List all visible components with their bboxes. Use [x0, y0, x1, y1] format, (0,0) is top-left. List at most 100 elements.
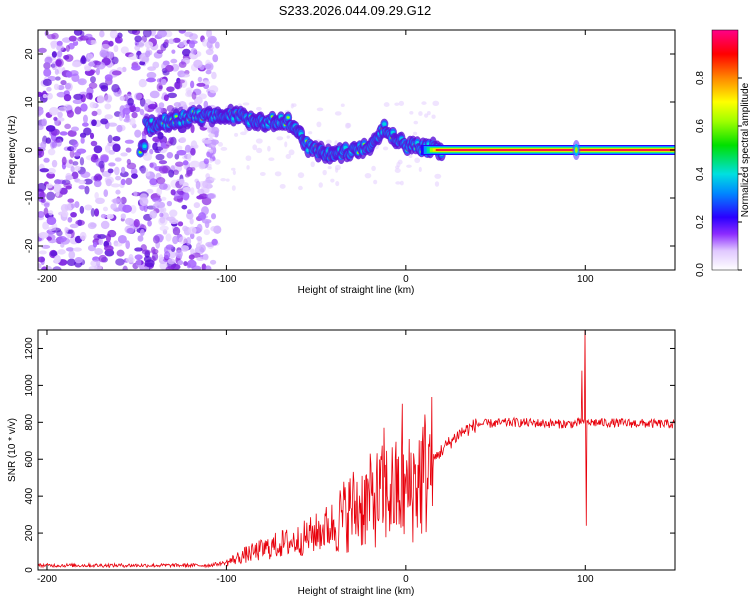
noise-blob — [186, 259, 197, 268]
noise-blob — [89, 132, 95, 140]
noise-blob — [164, 251, 171, 259]
noise-blob — [100, 213, 107, 219]
noise-blob — [78, 179, 87, 185]
noise-blob — [133, 218, 140, 228]
noise-blob — [382, 146, 389, 151]
noise-blob — [114, 36, 123, 44]
noise-blob — [426, 110, 431, 116]
noise-blob — [190, 124, 195, 134]
noise-blob — [65, 175, 74, 181]
snr-series-line — [38, 330, 675, 569]
noise-blob — [114, 166, 120, 176]
noise-blob — [64, 226, 69, 233]
noise-blob — [52, 266, 62, 270]
noise-blob — [98, 160, 105, 169]
noise-blob — [140, 165, 146, 174]
noise-blob — [46, 92, 53, 100]
noise-blob — [100, 85, 109, 92]
noise-blob — [137, 235, 144, 242]
noise-blob — [54, 254, 61, 264]
snr-y-ticks: 0 200 400 600 800 1000 1200 — [24, 337, 675, 573]
noise-blob — [120, 196, 127, 205]
noise-blob — [285, 153, 292, 160]
noise-blob — [181, 204, 188, 210]
y-tick-label: 1000 — [24, 374, 35, 397]
noise-blob — [60, 80, 67, 86]
noise-blob — [172, 226, 181, 236]
noise-blob — [107, 229, 117, 238]
snr-frame — [37, 329, 676, 571]
noise-blob — [68, 159, 73, 165]
noise-blob — [94, 248, 104, 255]
colorbar-tick-label: 0.2 — [695, 215, 706, 229]
noise-blob — [99, 49, 107, 58]
noise-blob — [373, 179, 378, 185]
noise-blob — [308, 131, 313, 135]
noise-blob — [198, 93, 207, 100]
noise-blob — [408, 154, 413, 159]
carrier-spike — [574, 147, 578, 153]
noise-blob — [65, 71, 73, 78]
noise-blob — [165, 266, 174, 270]
noise-blob — [69, 223, 79, 229]
noise-blob — [168, 251, 177, 259]
noise-blob — [107, 122, 118, 127]
noise-blob — [98, 238, 104, 246]
noise-blob — [158, 160, 168, 165]
noise-blob — [154, 200, 160, 206]
snr-plot-area — [38, 330, 675, 570]
noise-blob — [103, 245, 114, 252]
noise-blob — [63, 182, 73, 188]
noise-blob — [279, 183, 286, 189]
noise-blob — [158, 183, 168, 190]
noise-blob — [394, 168, 401, 173]
noise-blob — [133, 190, 138, 197]
noise-blob — [398, 100, 405, 106]
noise-blob — [268, 157, 275, 162]
noise-blob — [38, 232, 49, 239]
noise-blob — [188, 254, 195, 260]
spectrogram-y-axis-label: Frequency (Hz) — [7, 116, 18, 185]
noise-blob — [182, 191, 190, 201]
noise-blob — [93, 179, 102, 188]
noise-blob — [135, 258, 142, 268]
noise-blob — [149, 90, 160, 99]
noise-blob — [207, 193, 217, 200]
noise-blob — [284, 141, 288, 148]
noise-blob — [89, 39, 97, 45]
noise-blob — [116, 124, 123, 133]
ridge-core — [286, 116, 290, 119]
noise-blob — [209, 37, 216, 44]
noise-blob — [89, 101, 97, 109]
noise-blob — [414, 157, 421, 164]
noise-blob — [434, 173, 442, 179]
noise-blob — [45, 125, 56, 132]
noise-blob — [66, 232, 72, 239]
noise-blob — [345, 122, 351, 129]
noise-blob — [431, 114, 436, 119]
noise-blob — [46, 86, 52, 92]
noise-blob — [66, 258, 77, 267]
noise-blob — [181, 48, 191, 57]
noise-blob — [83, 178, 93, 185]
noise-blob — [169, 219, 179, 225]
noise-blob — [327, 166, 332, 170]
noise-blob — [157, 30, 168, 38]
noise-blob — [87, 222, 97, 230]
noise-blob — [210, 177, 216, 181]
y-tick-label: 0 — [24, 147, 35, 153]
noise-blob — [56, 91, 67, 98]
noise-blob — [112, 197, 123, 205]
noise-blob — [182, 160, 189, 166]
noise-blob — [190, 147, 196, 156]
noise-blob — [409, 110, 414, 115]
noise-blob — [165, 64, 174, 72]
noise-blob — [63, 93, 72, 102]
noise-blob — [189, 33, 198, 41]
noise-blob — [38, 256, 46, 263]
noise-blob — [180, 73, 191, 78]
noise-blob — [128, 253, 134, 262]
y-tick-label: -20 — [24, 238, 35, 253]
noise-blob — [434, 181, 440, 187]
